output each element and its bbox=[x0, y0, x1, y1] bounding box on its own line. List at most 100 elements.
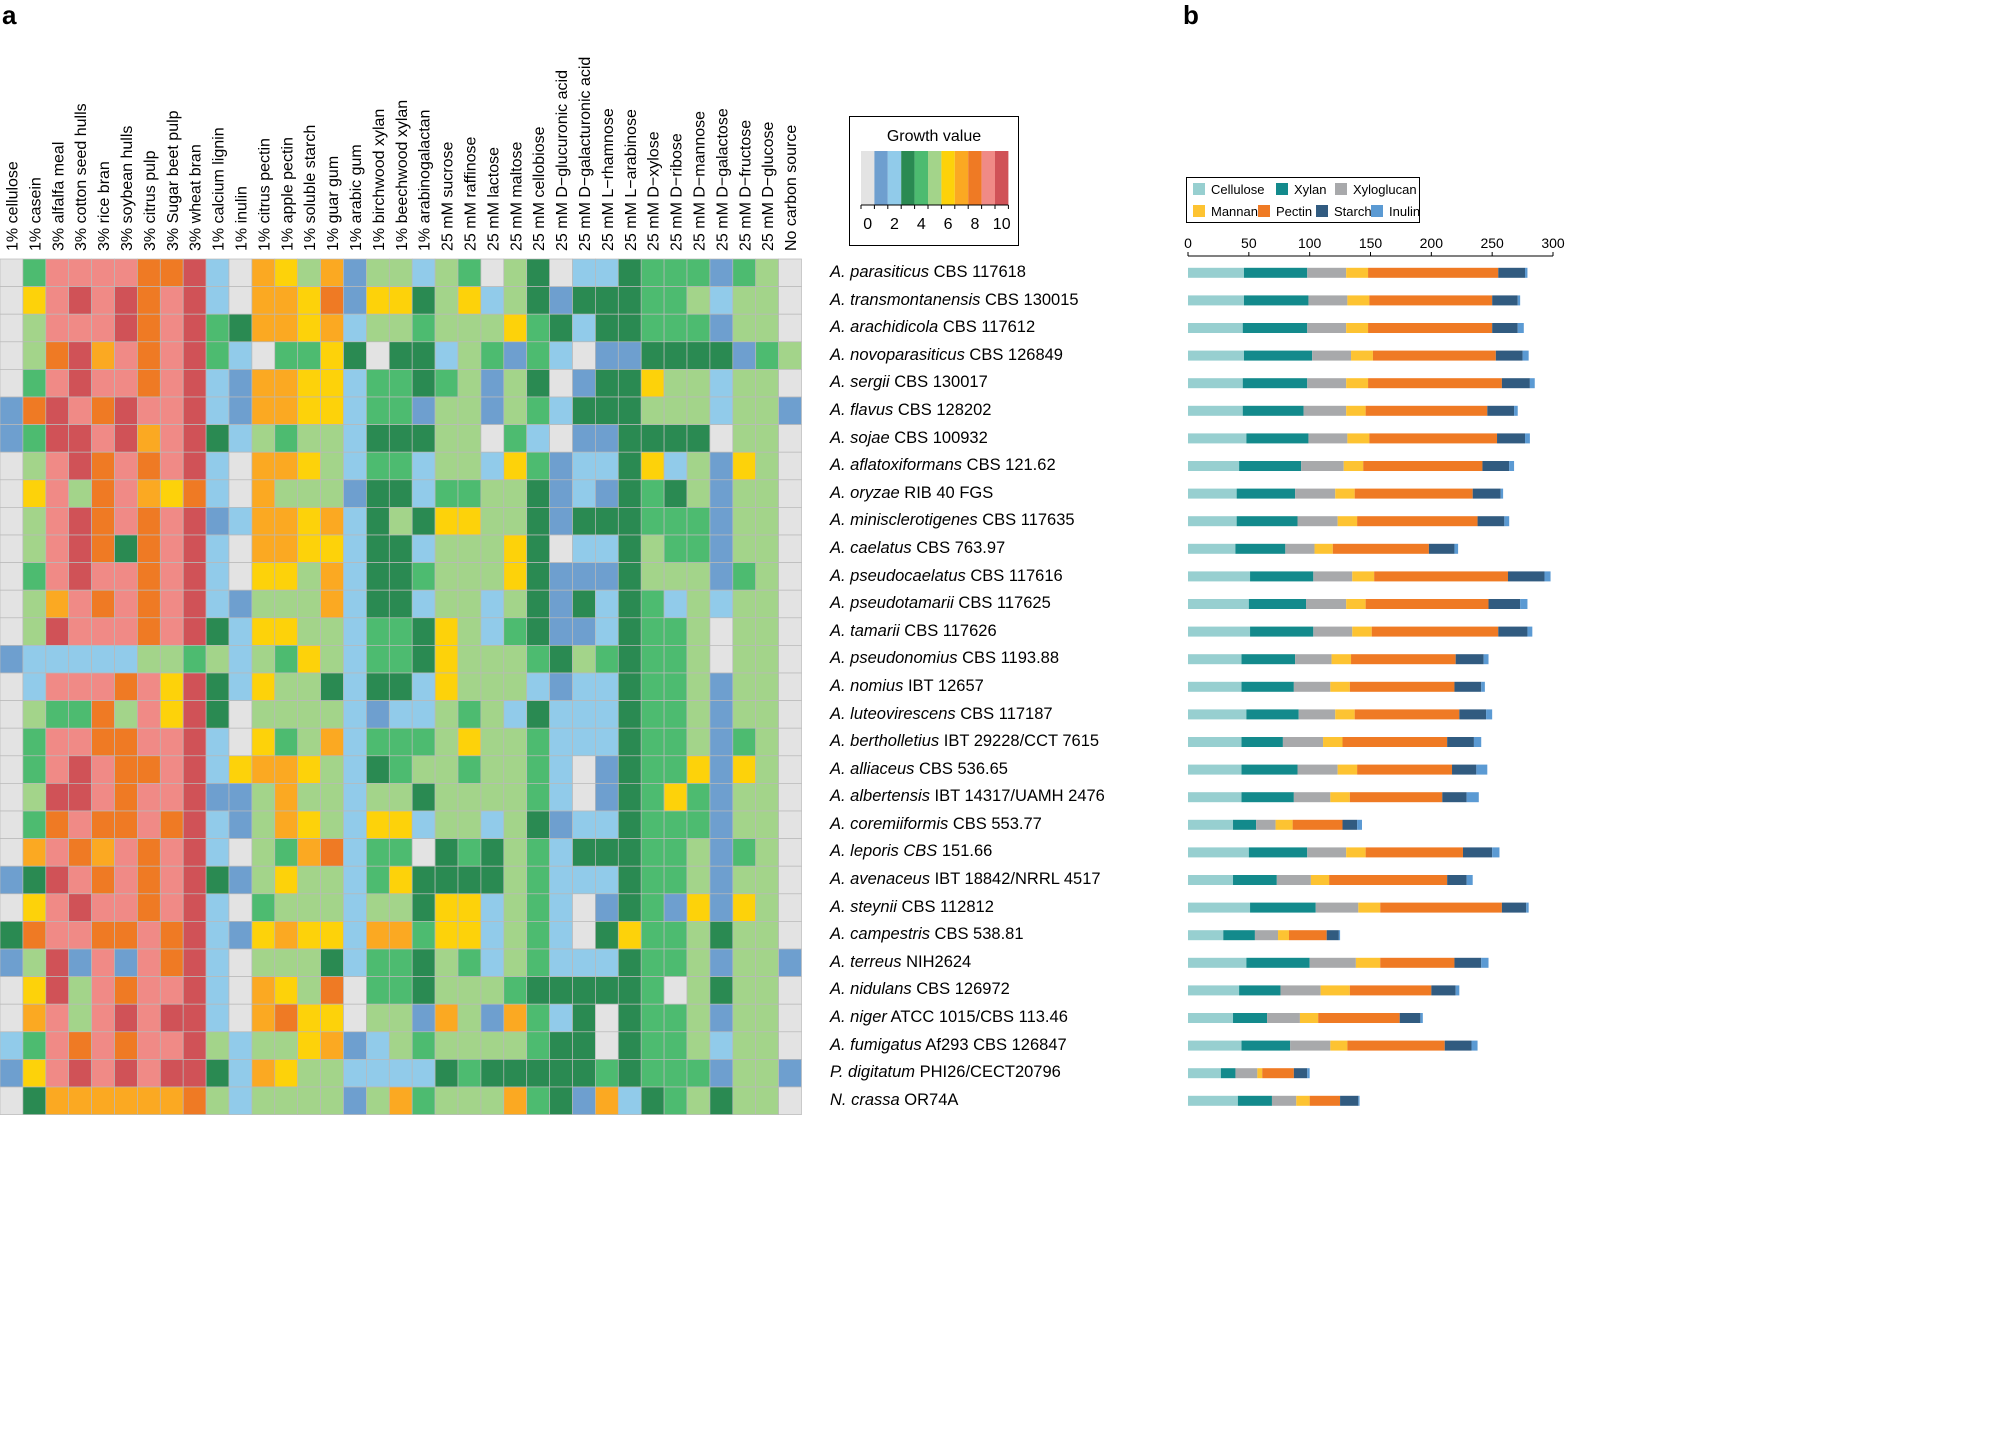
species-name: A. sojae bbox=[830, 428, 890, 447]
bar-segment-mannan bbox=[1343, 461, 1364, 471]
legend-swatch bbox=[995, 151, 1009, 205]
bar-segment-inulin bbox=[1358, 1095, 1360, 1106]
strain-id: ATCC 1015/CBS 113.46 bbox=[886, 1008, 1068, 1027]
species-label: A. caelatus CBS 763.97 bbox=[830, 535, 1180, 563]
column-label: 25 mM D−galacturonic acid bbox=[577, 57, 594, 251]
bar-segment-pectin bbox=[1371, 626, 1499, 637]
species-label: A. pseudonomius CBS 1193.88 bbox=[830, 645, 1180, 673]
bar-segment-cellulose bbox=[1188, 378, 1243, 389]
bar-segment-cellulose bbox=[1188, 488, 1237, 499]
legend-label-inulin: Inulin bbox=[1389, 204, 1421, 219]
bar-segment-xylan bbox=[1250, 571, 1314, 582]
bar-segment-pectin bbox=[1349, 985, 1432, 996]
bar-segment-xyloglucan bbox=[1309, 957, 1356, 968]
column-label: 3% wheat bran bbox=[188, 144, 205, 251]
legend-item-starch: Starch bbox=[1316, 203, 1372, 221]
legend-swatch bbox=[887, 151, 902, 205]
bar-segment-xyloglucan bbox=[1315, 902, 1359, 913]
bar-segment-xylan bbox=[1241, 1040, 1291, 1051]
bar-segment-xyloglucan bbox=[1280, 985, 1321, 996]
legend-item-pectin: Pectin bbox=[1258, 203, 1312, 221]
bar-segment-starch bbox=[1399, 1013, 1421, 1023]
bar-segment-mannan bbox=[1337, 764, 1358, 775]
bar-segment-pectin bbox=[1347, 1040, 1445, 1051]
bar-segment-pectin bbox=[1349, 792, 1443, 803]
species-name: A. flavus bbox=[830, 400, 894, 419]
bar-segment-mannan bbox=[1330, 1040, 1348, 1051]
bar-segment-mannan bbox=[1347, 433, 1370, 444]
column-label: 25 mM cellobiose bbox=[531, 126, 548, 251]
species-name: A. tamarii bbox=[830, 621, 900, 640]
x-tick-label: 200 bbox=[1420, 235, 1444, 251]
bar-segment-inulin bbox=[1338, 930, 1341, 941]
column-label: 1% arabic gum bbox=[348, 144, 365, 251]
strain-id: CBS 117626 bbox=[899, 621, 997, 640]
column-label: 1% citrus pectin bbox=[256, 138, 273, 251]
bar-segment-xylan bbox=[1233, 819, 1257, 830]
bar-segment-inulin bbox=[1492, 847, 1500, 858]
bar-segment-xylan bbox=[1235, 543, 1286, 554]
bar-segment-xyloglucan bbox=[1295, 488, 1336, 499]
bar-segment-starch bbox=[1447, 737, 1474, 747]
column-label: 25 mM D−mannose bbox=[691, 111, 708, 251]
bar-segment-xylan bbox=[1241, 681, 1294, 692]
column-label: 3% Sugar beet pulp bbox=[165, 110, 182, 251]
bar-segment-xylan bbox=[1246, 433, 1309, 444]
bar-segment-cellulose bbox=[1188, 516, 1237, 527]
bar-segment-xylan bbox=[1220, 1068, 1236, 1079]
bar-segment-inulin bbox=[1520, 599, 1528, 609]
bar-segment-starch bbox=[1293, 1068, 1308, 1079]
bar-segment-cellulose bbox=[1188, 957, 1247, 968]
bar-segment-cellulose bbox=[1188, 405, 1243, 416]
xyloglucan-swatch bbox=[1335, 183, 1347, 195]
bar-segment-xyloglucan bbox=[1254, 930, 1279, 941]
strain-id: Af293 CBS 126847 bbox=[921, 1035, 1067, 1054]
species-name: A. steynii bbox=[830, 897, 897, 916]
x-tick-label: 250 bbox=[1480, 235, 1504, 251]
bar-segment-xylan bbox=[1241, 764, 1298, 775]
column-label: 1% calcium lignin bbox=[211, 127, 228, 251]
species-label: A. novoparasiticus CBS 126849 bbox=[830, 342, 1180, 370]
strain-id: CBS 100932 bbox=[889, 428, 988, 447]
column-label: 3% soybean hulls bbox=[119, 126, 136, 251]
bar-segment-xylan bbox=[1241, 737, 1283, 747]
bar-segment-mannan bbox=[1352, 571, 1375, 582]
strain-id: NIH2624 bbox=[901, 952, 972, 971]
strain-id: CBS 117618 bbox=[929, 263, 1026, 281]
bar-segment-mannan bbox=[1330, 681, 1350, 692]
bar-segment-mannan bbox=[1346, 378, 1369, 389]
legend-item-cellulose: Cellulose bbox=[1193, 181, 1264, 199]
bar-segment-mannan bbox=[1351, 350, 1373, 361]
bar-segment-pectin bbox=[1329, 875, 1448, 885]
panel-label-a: a bbox=[2, 0, 17, 30]
bar-segment-mannan bbox=[1346, 267, 1369, 278]
species-name: A. transmontanensis bbox=[830, 290, 981, 309]
species-name: A. bertholletius bbox=[830, 732, 940, 751]
column-label: 1% arabinogalactan bbox=[417, 110, 434, 251]
column-label: 25 mM D−glucuronic acid bbox=[554, 70, 571, 251]
bar-segment-xyloglucan bbox=[1293, 681, 1331, 692]
legend-item-xyloglucan: Xyloglucan bbox=[1335, 181, 1417, 199]
legend-swatch bbox=[968, 151, 982, 205]
bar-segment-pectin bbox=[1369, 433, 1498, 444]
strain-id: CBS 130015 bbox=[980, 290, 1079, 309]
bar-segment-starch bbox=[1340, 1095, 1359, 1106]
bar-segment-starch bbox=[1472, 488, 1501, 499]
growth-value-legend: Growth value 0 2 4 6 8 10 bbox=[849, 116, 1019, 246]
bar-segment-inulin bbox=[1476, 764, 1488, 775]
bar-segment-mannan bbox=[1331, 654, 1352, 665]
legend-swatch bbox=[981, 151, 995, 205]
legend-swatch bbox=[914, 151, 928, 205]
species-name: A. terreus bbox=[830, 952, 902, 971]
bar-segment-cellulose bbox=[1188, 1040, 1242, 1051]
species-name: A. sergii bbox=[830, 373, 890, 392]
strain-id: CBS 121.62 bbox=[962, 456, 1056, 475]
bar-segment-inulin bbox=[1473, 737, 1482, 747]
bar-segment-starch bbox=[1492, 295, 1518, 306]
bar-segment-pectin bbox=[1262, 1068, 1294, 1079]
column-label: 1% cellulose bbox=[4, 161, 21, 251]
species-label: A. niger ATCC 1015/CBS 113.46 bbox=[830, 1004, 1180, 1032]
bar-segment-xylan bbox=[1236, 488, 1296, 499]
bar-segment-starch bbox=[1431, 985, 1456, 996]
bar-segment-xyloglucan bbox=[1295, 654, 1332, 665]
